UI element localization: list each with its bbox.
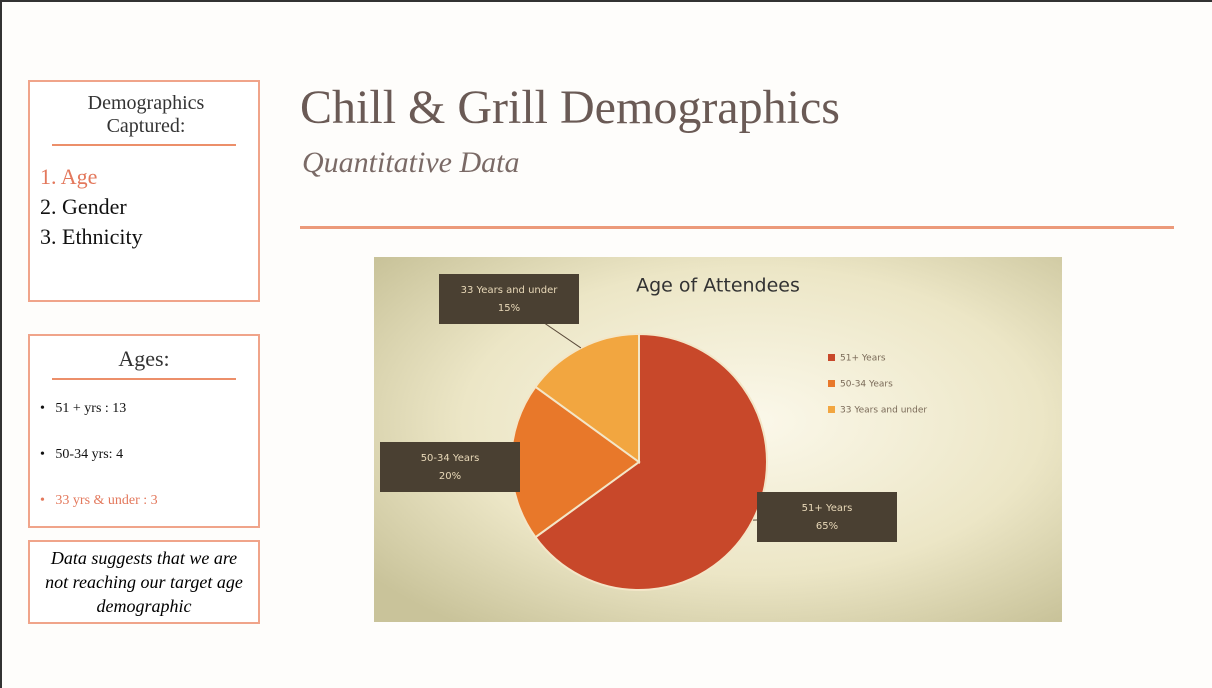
text: 51 + yrs : 13 xyxy=(55,401,127,416)
list-item: 3. Ethnicity xyxy=(40,222,258,252)
text: 33 yrs & under : 3 xyxy=(55,493,158,508)
legend-label: 50-34 Years xyxy=(840,380,893,390)
slide-subtitle: Quantitative Data xyxy=(302,146,520,179)
divider xyxy=(300,226,1174,229)
note: Data suggests that we are not reaching o… xyxy=(28,540,260,624)
label-box xyxy=(439,274,579,324)
data-label-category: 51+ Years xyxy=(802,503,853,514)
number: 1. xyxy=(40,164,57,189)
pie-slice xyxy=(534,332,640,464)
label: Ethnicity xyxy=(62,224,143,249)
box-title: Demographics Captured: xyxy=(87,92,205,137)
list-item: 1. Age xyxy=(40,162,258,192)
data-label-value: 20% xyxy=(439,471,461,482)
label-box xyxy=(757,492,897,542)
data-label-value: 15% xyxy=(498,303,520,314)
box-title: Ages: xyxy=(118,346,170,371)
age-item: • 51 + yrs : 13 xyxy=(40,401,127,416)
text: 50-34 yrs: 4 xyxy=(55,447,124,462)
captured-box: Demographics Captured: 1. Age 2. Gender … xyxy=(28,80,260,302)
ages-box: Ages: • 51 + yrs : 13 • 50-34 yrs: 4 • 3… xyxy=(28,334,260,528)
label-box xyxy=(380,442,520,492)
number: 3. xyxy=(40,224,57,249)
legend-swatch xyxy=(828,354,835,361)
divider xyxy=(52,144,236,146)
chart-title: Age of Attendees xyxy=(636,275,800,297)
pie-slice xyxy=(534,332,768,591)
age-item: • 50-34 yrs: 4 xyxy=(40,447,124,462)
list-item: 2. Gender xyxy=(40,192,258,222)
legend-label: 33 Years and under xyxy=(840,406,927,416)
slide-title: Chill & Grill Demographics xyxy=(300,81,840,134)
divider xyxy=(52,378,236,380)
legend-swatch xyxy=(828,406,835,413)
label: Gender xyxy=(62,194,127,219)
data-label-value: 65% xyxy=(816,521,838,532)
age-item: • 33 yrs & under : 3 xyxy=(40,493,158,508)
legend-label: 51+ Years xyxy=(840,354,886,364)
number: 2. xyxy=(40,194,57,219)
legend-swatch xyxy=(828,380,835,387)
data-label-category: 50-34 Years xyxy=(421,453,480,464)
label: Age xyxy=(60,164,98,189)
data-label-category: 33 Years and under xyxy=(461,285,559,296)
